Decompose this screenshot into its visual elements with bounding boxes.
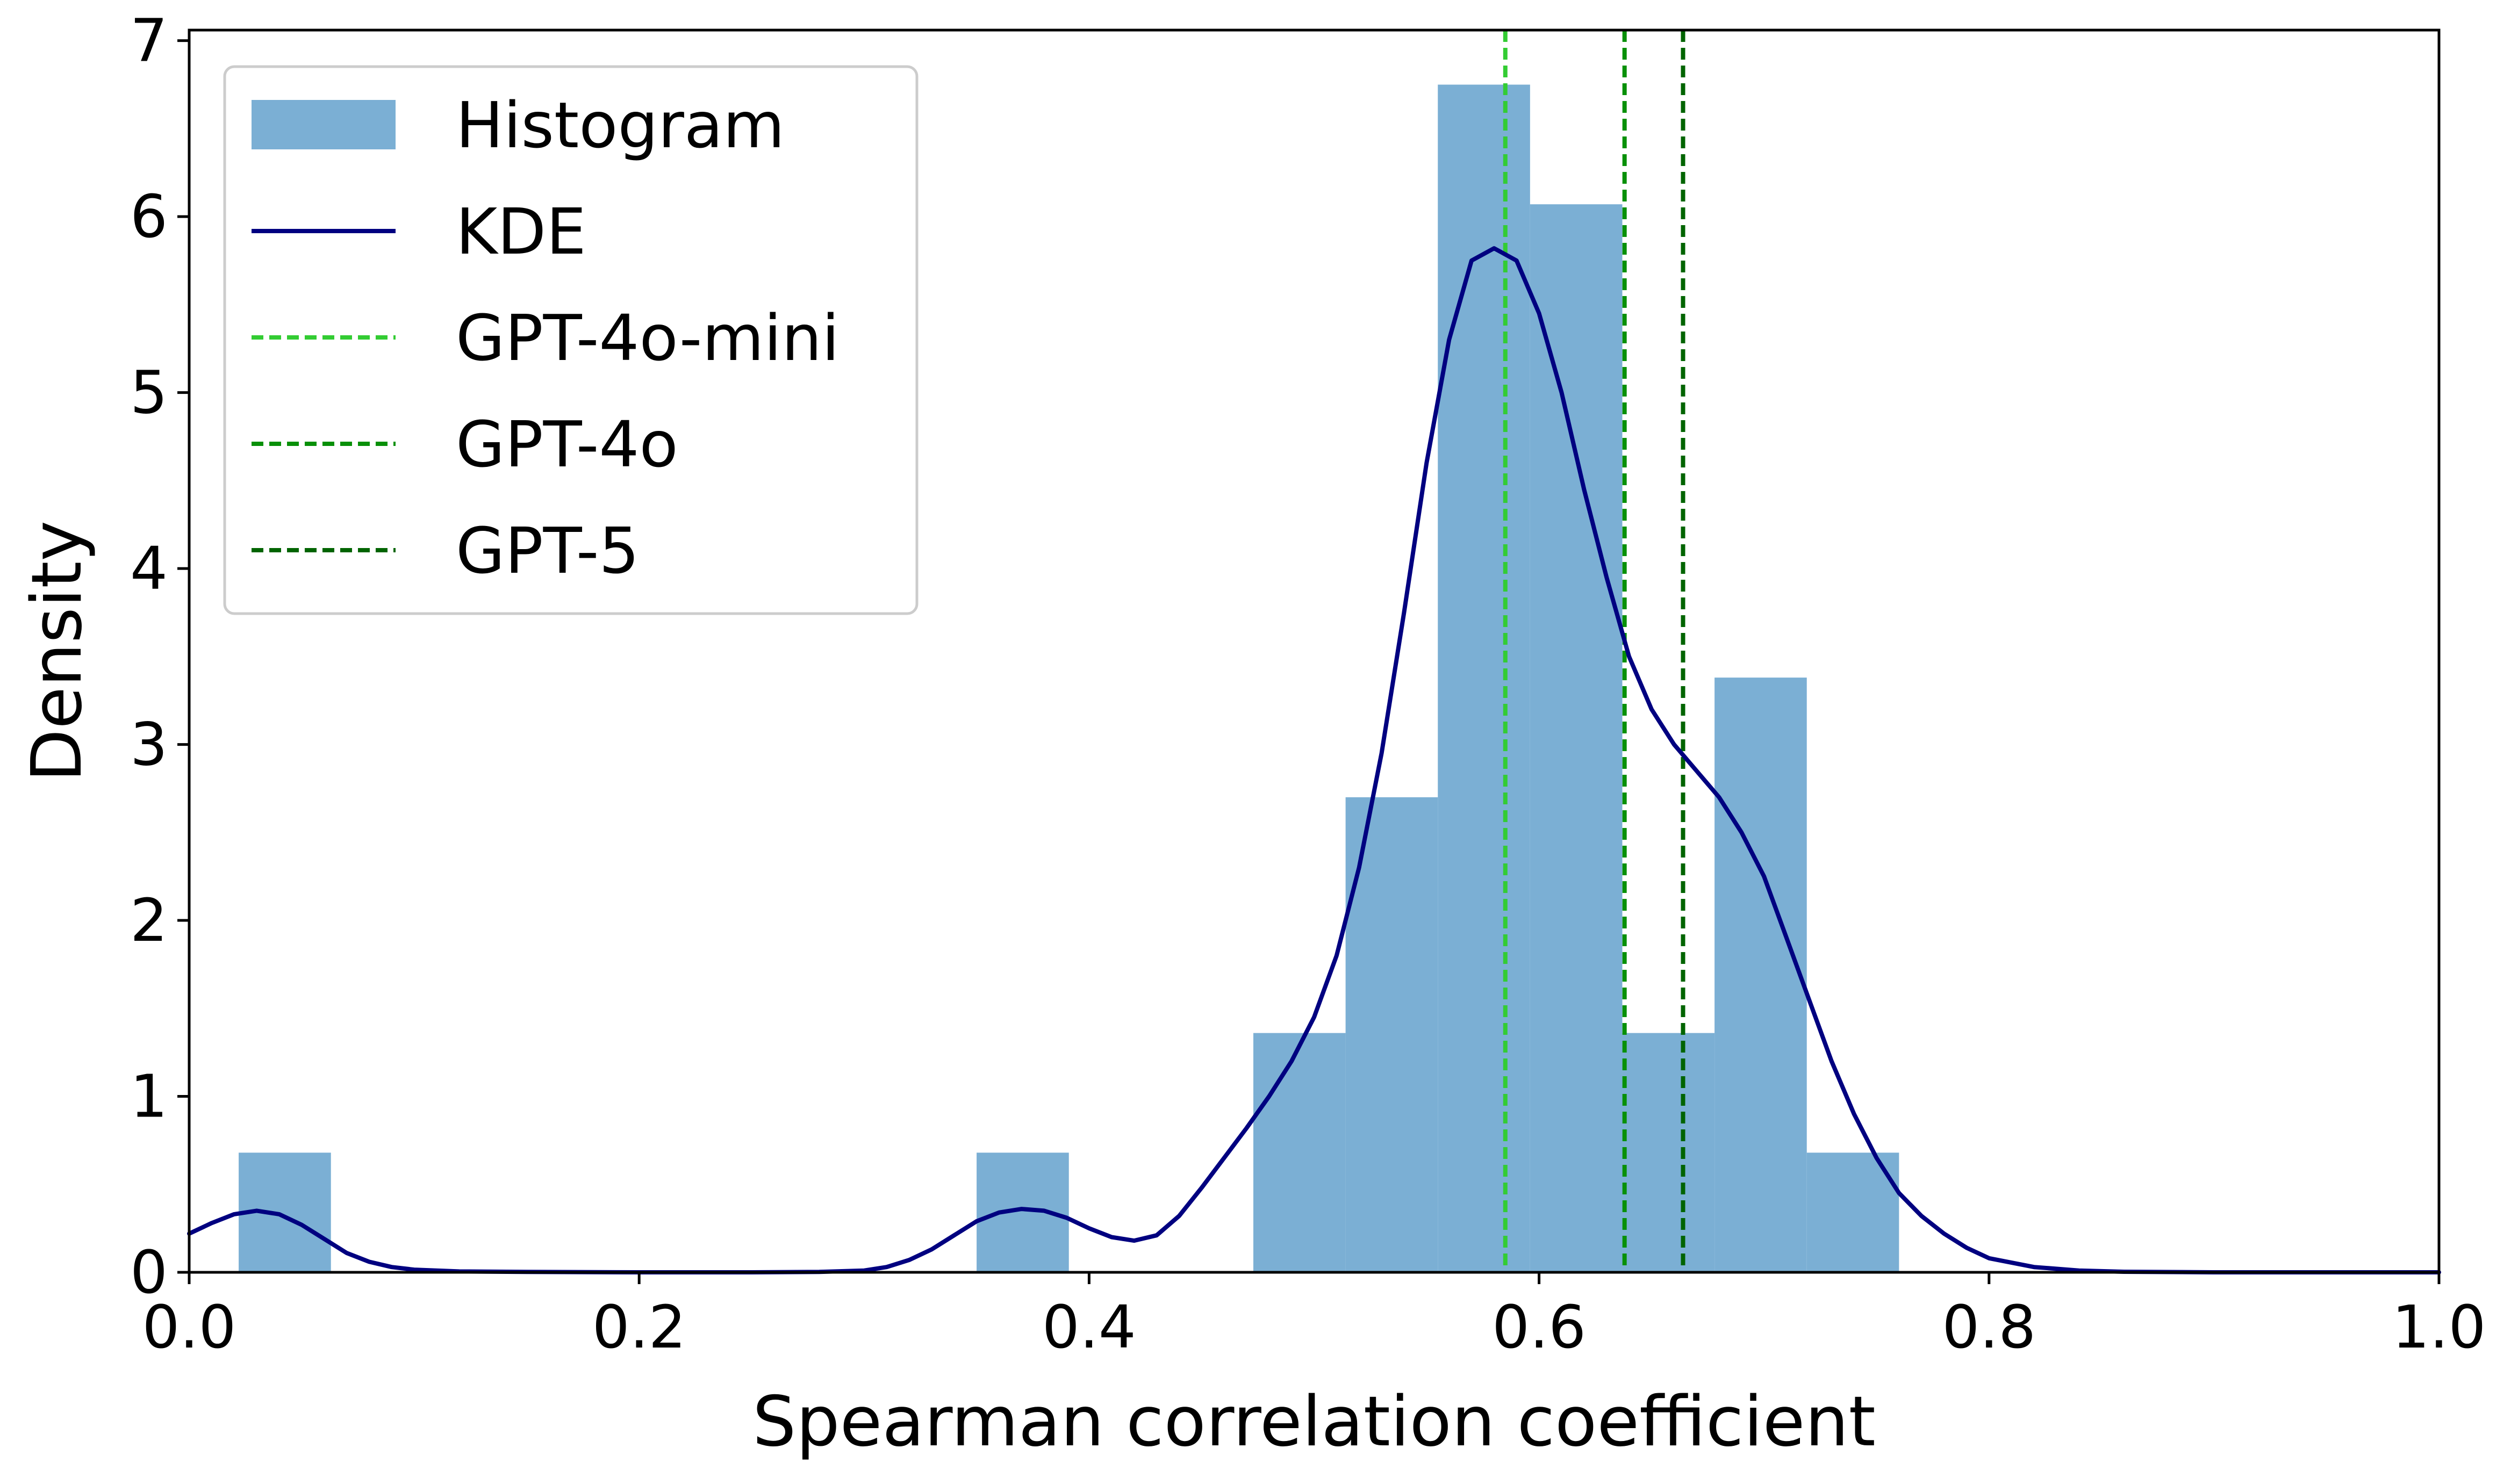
x-axis-title: Spearman correlation coefficient [752,1382,1876,1462]
histogram-bar [1530,204,1623,1272]
histogram-bar [1253,1033,1346,1272]
y-tick-label: 0 [130,1238,168,1307]
plot-area-frame [188,28,2441,1274]
y-tick-label: 6 [130,182,168,251]
legend: Histogram KDE GPT-4o-mini GPT-4o GPT-5 [223,65,919,615]
y-axis-ticks: 0 1 2 3 4 5 6 7 [130,6,189,1307]
x-tick-label: 0.6 [1492,1293,1586,1361]
histogram-bars [239,84,1899,1273]
y-tick-label: 7 [130,6,168,75]
y-tick-label: 3 [130,710,168,779]
histogram-bar [1714,678,1807,1272]
legend-swatch-histogram [252,100,396,149]
x-tick-label: 0.8 [1942,1293,2036,1361]
legend-label-kde: KDE [456,194,586,269]
legend-label-gpt-4o: GPT-4o [456,407,678,481]
x-tick-label: 0.2 [592,1293,686,1361]
legend-box [223,65,919,615]
reference-lines [1503,30,1685,1272]
histogram-bar [1438,84,1530,1273]
x-tick-label: 1.0 [2392,1293,2486,1361]
y-tick-label: 1 [130,1062,168,1131]
y-tick-label: 2 [130,886,168,955]
y-tick-label: 4 [130,534,168,603]
legend-label-gpt-5: GPT-5 [456,514,640,588]
histogram-bar [1345,797,1438,1272]
y-tick-label: 5 [130,358,168,427]
y-axis-title: Density [17,521,97,782]
x-tick-label: 0.4 [1042,1293,1136,1361]
legend-label-gpt-4o-mini: GPT-4o-mini [456,301,840,375]
x-axis-ticks: 0.0 0.2 0.4 0.6 0.8 1.0 [142,1272,2486,1361]
histogram-bar [1622,1033,1715,1272]
legend-label-histogram: Histogram [456,88,785,162]
x-tick-label: 0.0 [142,1293,236,1361]
